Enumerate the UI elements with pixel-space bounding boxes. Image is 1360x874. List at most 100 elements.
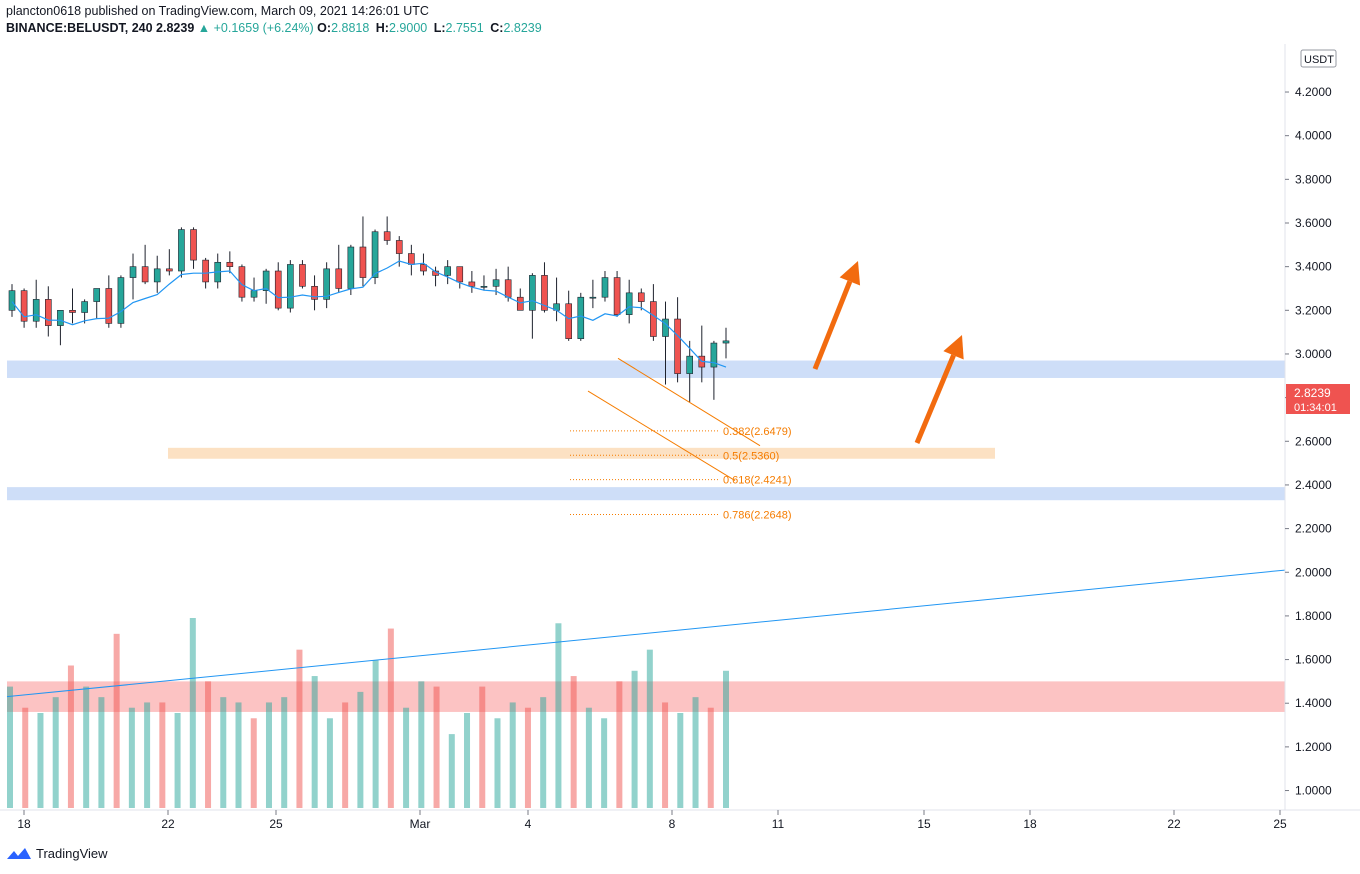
currency-badge-box [1300,49,1337,68]
time-tick-label: 18 [17,817,31,831]
candle [190,227,197,269]
candle [274,262,282,311]
volume-bar [250,718,257,808]
candle-body [45,299,52,326]
volume-bar [128,707,135,808]
candle [444,260,451,285]
zone-support [168,447,995,459]
candle-body [347,246,355,289]
candle-body [190,229,197,261]
candle [710,340,718,400]
channel-line-lower [587,390,736,481]
candle-body [710,342,718,368]
price-tick-label: 1.6000 [1295,653,1332,667]
symbol-name: BINANCE:BELUSDT, 240 [6,21,153,35]
volume-bar [37,713,44,808]
price-change: ▲ +0.1659 (+6.24%) [197,21,314,35]
candle-body [117,277,125,324]
candle-body [468,281,476,287]
price-tick-label: 1.2000 [1295,740,1332,754]
ohlc-close-label: C: [490,21,504,35]
candle [577,292,585,341]
candle-body [589,296,597,299]
candle-body [516,296,524,311]
candle-body [32,299,40,322]
arrows-layer[interactable] [812,261,964,444]
zones-layer [7,360,1285,712]
volume-bar [326,718,333,808]
candle [383,216,391,245]
candle-body [492,279,500,287]
ohlc-low-value: 2.7551 [445,21,484,35]
price-tick-label: 3.6000 [1295,216,1332,230]
volume-bar [464,713,471,808]
volume-bar [159,702,166,808]
candle-body [613,277,621,315]
candle [287,260,294,313]
volume-bar [83,686,90,808]
trendline-layer[interactable] [6,569,1286,698]
candle [20,288,28,328]
candle-body [577,296,585,339]
candle [166,249,173,276]
candle-body [81,301,88,313]
volume-bar [479,686,486,808]
candle-body [166,268,173,272]
candle [420,253,427,276]
candle-body [178,229,185,272]
price-tick-label: 3.0000 [1295,347,1332,361]
candle [335,244,343,293]
volume-bar [601,718,608,808]
candle-body [456,266,464,283]
candle-body [565,303,572,339]
moving-average-line [11,260,727,368]
candle [262,268,270,304]
price-tick-label: 3.8000 [1295,172,1332,186]
candle [589,279,597,309]
volume-bar [52,697,59,808]
candle-body [202,259,209,283]
channel-line-upper [617,357,761,447]
candle [8,284,16,317]
volume-bar [418,681,425,808]
time-tick-label: 18 [1023,817,1037,831]
ohlc-high-value: 2.9000 [388,21,428,35]
candle [662,301,669,385]
candle [299,260,306,289]
candle [625,279,633,324]
candle-body [444,266,451,276]
volume-bar [205,681,212,808]
price-tick-label: 2.6000 [1295,434,1332,448]
candle-body [226,261,234,267]
candle [214,253,222,289]
volume-bar [662,702,669,808]
time-tick-label: 4 [525,817,532,831]
candle-body [69,310,76,313]
volume-bar [509,702,516,808]
candle-body [674,318,681,374]
candle-body [420,264,427,272]
candle-body [408,253,415,265]
candle [432,266,439,287]
candle [613,271,621,317]
price-tick-label: 4.2000 [1295,85,1332,99]
symbol-info: BINANCE:BELUSDT, 240 2.8239 ▲ +0.1659 (+… [6,21,545,35]
volume-bar [144,702,151,808]
price-tick-label: 1.0000 [1295,784,1332,798]
candle-body [601,277,609,298]
axes-layer: 4.2000 4.0000 3.8000 3.6000 3.4000 3.2000 3.00… [0,44,1360,831]
volume-bar [646,649,653,808]
candles-layer [8,216,730,402]
candle [141,244,149,285]
candle [553,277,560,322]
footer-brand[interactable]: TradingView [6,846,108,861]
volume-bar [281,697,288,808]
candle [541,262,548,313]
time-tick-label: 15 [917,817,931,831]
fib-layer[interactable]: 0.382(2.6479) 0.5(2.5360) 0.618(2.4241) 0.7… [570,357,792,521]
candle-body [637,292,645,302]
volume-bar [235,702,242,808]
ohlc-open-label: O: [317,21,332,35]
candle [480,275,488,291]
